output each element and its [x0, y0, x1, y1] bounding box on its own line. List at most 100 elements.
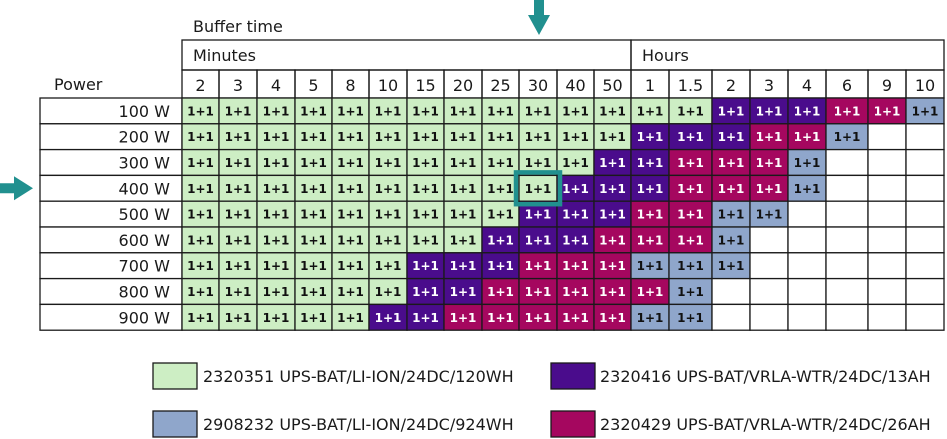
- cell-label: 1+1: [562, 311, 589, 325]
- cell-label: 1+1: [562, 285, 589, 299]
- table-cell: [294, 303, 333, 331]
- table-cell: [711, 226, 751, 254]
- cell-label: 1+1: [375, 156, 402, 170]
- cell-label: 1+1: [874, 104, 901, 118]
- table-cell: [406, 277, 445, 306]
- table-cell: [481, 226, 520, 254]
- table-cell: [905, 252, 945, 280]
- cell-label: 1+1: [300, 311, 327, 325]
- cell-label: 1+1: [718, 182, 745, 196]
- cell-label: 1+1: [337, 104, 364, 118]
- cell-label: 1+1: [225, 285, 252, 299]
- table-cell: [668, 200, 713, 228]
- cell-label: 1+1: [375, 285, 402, 299]
- table-cell: [825, 226, 869, 254]
- table-cell: [368, 148, 408, 177]
- table-cell: [556, 200, 595, 228]
- table-cell: [825, 200, 869, 228]
- cell-label: 1+1: [412, 259, 439, 273]
- column-header-label: 15: [415, 76, 435, 95]
- table-cell: [181, 226, 220, 254]
- row-label: 500 W: [119, 205, 171, 224]
- cell-label: 1+1: [794, 130, 821, 144]
- cell-label: 1+1: [487, 259, 514, 273]
- cell-label: 1+1: [562, 259, 589, 273]
- table-cell: [368, 200, 408, 228]
- cell-label: 1+1: [187, 233, 214, 247]
- table-cell: [181, 123, 220, 151]
- table-cell: [218, 226, 258, 254]
- row-label: 200 W: [119, 128, 171, 147]
- cell-label: 1+1: [525, 285, 552, 299]
- cell-label: 1+1: [375, 104, 402, 118]
- cell-label: 1+1: [599, 259, 626, 273]
- cell-label: 1+1: [225, 156, 252, 170]
- table-cell: [749, 303, 789, 331]
- cell-label: 1+1: [412, 208, 439, 222]
- cell-label: 1+1: [677, 130, 704, 144]
- table-cell: [218, 174, 258, 202]
- cell-label: 1+1: [300, 285, 327, 299]
- table-cell: [406, 226, 445, 254]
- down-arrow-icon: [528, 0, 550, 35]
- cell-label: 1+1: [337, 130, 364, 144]
- cell-label: 1+1: [263, 130, 290, 144]
- table-cell: [481, 277, 520, 306]
- table-cell: [668, 303, 713, 331]
- table-cell: [825, 252, 869, 280]
- cell-label: 1+1: [912, 104, 939, 118]
- cell-label: 1+1: [450, 208, 477, 222]
- cell-label: 1+1: [300, 259, 327, 273]
- cell-label: 1+1: [225, 130, 252, 144]
- cell-label: 1+1: [337, 259, 364, 273]
- cell-label: 1+1: [487, 311, 514, 325]
- table-cell: [331, 174, 370, 202]
- cell-label: 1+1: [756, 156, 783, 170]
- cell-label: 1+1: [599, 182, 626, 196]
- table-cell: [331, 303, 370, 331]
- table-cell: [905, 97, 945, 125]
- table-cell: [905, 303, 945, 331]
- column-header-label: 10: [915, 76, 935, 95]
- cell-label: 1+1: [487, 182, 514, 196]
- table-cell: [406, 200, 445, 228]
- cell-label: 1+1: [718, 208, 745, 222]
- cell-label: 1+1: [187, 311, 214, 325]
- cell-label: 1+1: [487, 208, 514, 222]
- table-cell: [711, 277, 751, 306]
- table-cell: [593, 226, 632, 254]
- column-header-label: 3: [233, 76, 243, 95]
- table-cell: [668, 174, 713, 202]
- table-cell: [406, 148, 445, 177]
- cell-label: 1+1: [677, 233, 704, 247]
- column-header-label: 4: [802, 76, 812, 95]
- table-cell: [218, 200, 258, 228]
- cell-label: 1+1: [637, 259, 664, 273]
- chart-title: Buffer time: [193, 17, 283, 36]
- row-label-cell: [39, 303, 183, 331]
- column-header-label: 50: [602, 76, 622, 95]
- table-cell: [749, 252, 789, 280]
- cell-label: 1+1: [487, 104, 514, 118]
- table-cell: [787, 226, 827, 254]
- table-cell: [181, 148, 220, 177]
- cell-label: 1+1: [834, 130, 861, 144]
- table-cell: [905, 148, 945, 177]
- cell-label: 1+1: [450, 285, 477, 299]
- cell-label: 1+1: [487, 130, 514, 144]
- cell-label: 1+1: [225, 182, 252, 196]
- cell-label: 1+1: [300, 156, 327, 170]
- column-header-label: 1.5: [678, 76, 703, 95]
- table-cell: [905, 200, 945, 228]
- table-cell: [331, 226, 370, 254]
- column-header-label: 20: [453, 76, 473, 95]
- cell-label: 1+1: [525, 130, 552, 144]
- cell-label: 1+1: [225, 208, 252, 222]
- table-cell: [181, 252, 220, 280]
- cell-label: 1+1: [525, 311, 552, 325]
- cell-label: 1+1: [375, 208, 402, 222]
- table-cell: [593, 252, 632, 280]
- group-header-label: Minutes: [193, 46, 256, 65]
- table-cell: [711, 97, 751, 125]
- table-cell: [406, 174, 445, 202]
